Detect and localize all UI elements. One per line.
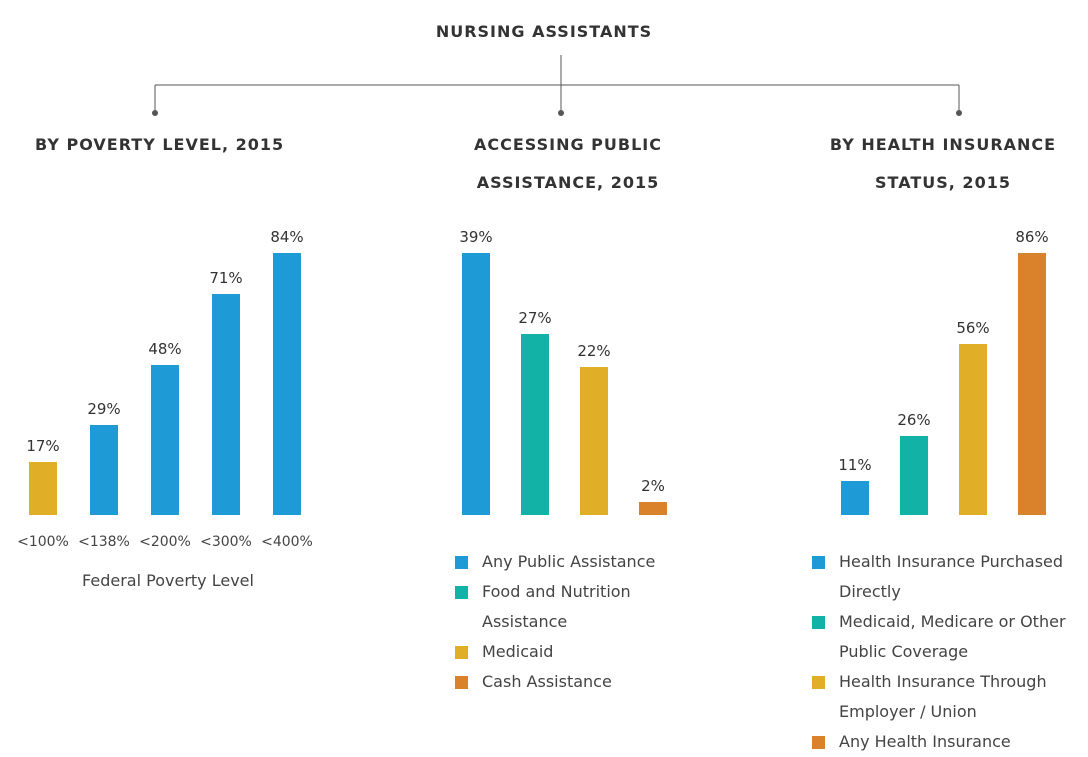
legend: Health Insurance Purchased Directly Medic… — [812, 547, 1088, 757]
value-label: 22% — [577, 342, 611, 361]
legend-item: Medicaid — [455, 637, 670, 667]
legend-label: Health Insurance Purchased Directly — [839, 552, 1064, 601]
connector — [152, 55, 962, 116]
legend: Any Public Assistance Food and Nutrition … — [455, 547, 670, 697]
legend-item: Any Public Assistance — [455, 547, 670, 577]
legend-swatch — [812, 736, 825, 749]
bar — [462, 253, 490, 515]
value-label: 2% — [641, 476, 665, 495]
value-label: 84% — [270, 228, 304, 246]
bar — [151, 365, 179, 515]
legend-label: Medicaid — [482, 642, 554, 661]
value-label: 71% — [209, 268, 243, 287]
bar — [580, 367, 608, 515]
x-tick-label: <400% — [261, 534, 313, 550]
bar — [841, 481, 869, 515]
value-label: 56% — [956, 319, 990, 338]
x-tick-label: <138% — [78, 534, 130, 550]
x-tick-label: <300% — [200, 534, 252, 550]
legend-label: Any Public Assistance — [482, 552, 656, 571]
value-label: 26% — [897, 410, 931, 429]
legend-swatch — [455, 586, 468, 599]
legend-swatch — [812, 676, 825, 689]
legend-item: Food and Nutrition Assistance — [455, 577, 670, 637]
value-label: 48% — [148, 340, 182, 359]
value-label: 27% — [518, 308, 552, 327]
legend-label: Medicaid, Medicare or Other Public Cover… — [839, 612, 1066, 661]
bar — [900, 435, 928, 515]
legend-item: Health Insurance Through Employer / Unio… — [812, 667, 1088, 727]
chart-title: ACCESSING PUBLIC ASSISTANCE, 2015 — [474, 135, 662, 192]
bar — [212, 293, 240, 515]
legend-item: Any Health Insurance — [812, 727, 1088, 757]
legend-item: Medicaid, Medicare or Other Public Cover… — [812, 607, 1088, 667]
bar — [273, 253, 301, 515]
legend-swatch — [812, 556, 825, 569]
value-label: 17% — [26, 436, 60, 455]
legend-swatch — [455, 556, 468, 569]
bar — [959, 344, 987, 515]
main-title: NURSING ASSISTANTS — [435, 22, 653, 41]
x-axis-label: Federal Poverty Level — [82, 571, 254, 590]
bar — [90, 424, 118, 515]
legend-label: Any Health Insurance — [839, 732, 1011, 751]
value-label: 11% — [838, 456, 872, 475]
legend-swatch — [455, 646, 468, 659]
legend-item: Health Insurance Purchased Directly — [812, 547, 1088, 607]
legend-swatch — [812, 616, 825, 629]
chart-title: BY HEALTH INSURANCE STATUS, 2015 — [829, 135, 1057, 192]
x-tick-label: <200% — [139, 534, 191, 550]
bar — [29, 461, 57, 515]
legend-label: Health Insurance Through Employer / Unio… — [839, 672, 1047, 721]
legend-swatch — [455, 676, 468, 689]
bar — [639, 501, 667, 515]
bar — [521, 333, 549, 515]
value-label: 86% — [1015, 228, 1049, 246]
chart-title: BY POVERTY LEVEL, 2015 — [35, 135, 285, 154]
value-label: 39% — [459, 228, 493, 246]
legend-label: Cash Assistance — [482, 672, 612, 691]
legend-item: Cash Assistance — [455, 667, 670, 697]
value-label: 29% — [87, 399, 121, 418]
x-tick-label: <100% — [17, 534, 69, 550]
bar — [1018, 253, 1046, 515]
legend-label: Food and Nutrition Assistance — [482, 582, 631, 631]
